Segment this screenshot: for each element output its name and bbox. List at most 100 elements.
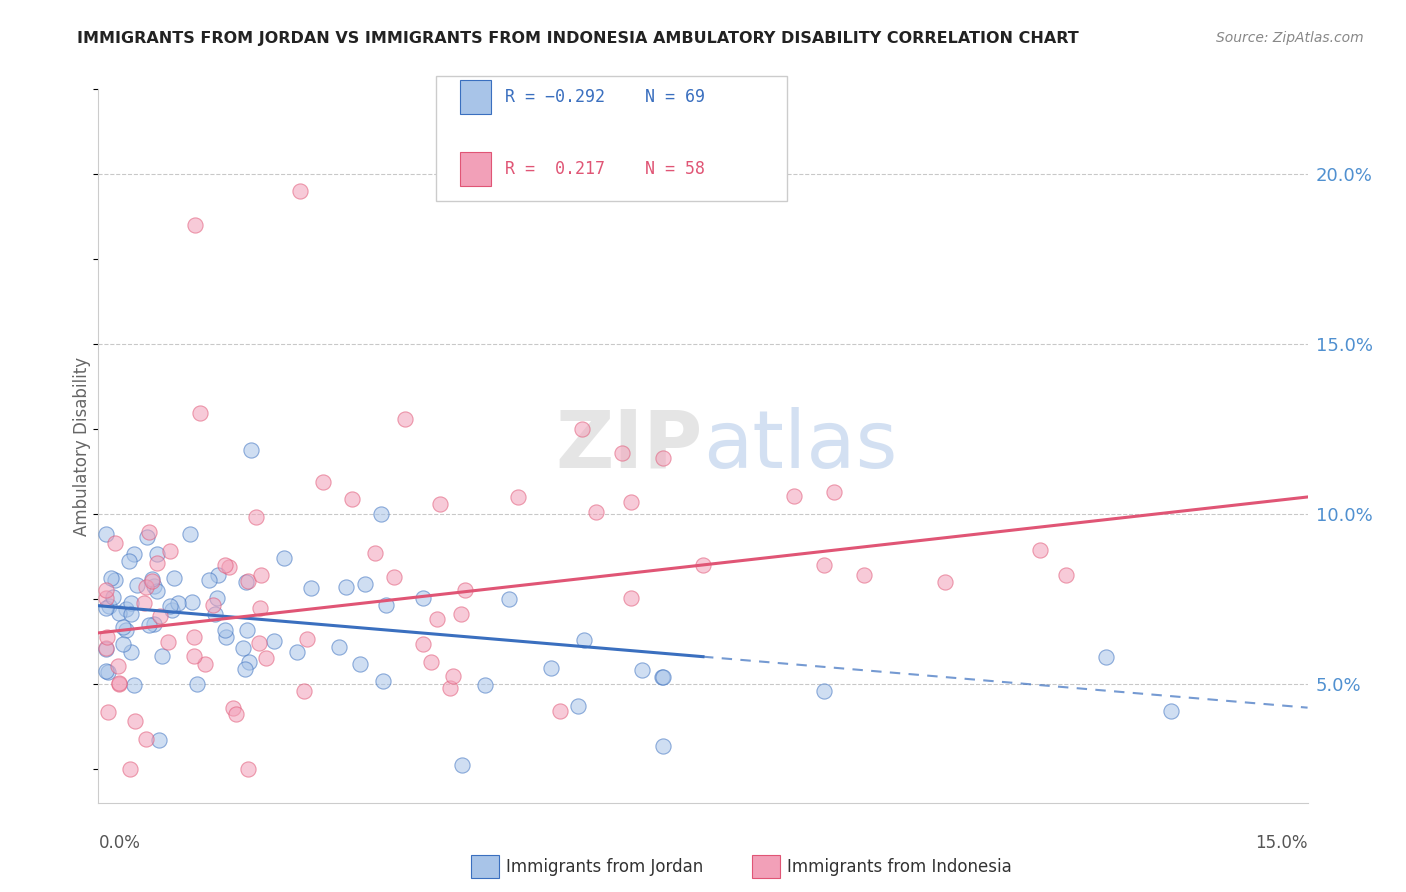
Point [215, 630, 238, 644]
Point [96, 583, 118, 598]
Point [188, 407, 211, 421]
Point [1095, 649, 1118, 664]
Point [295, 632, 318, 646]
Point [540, 661, 562, 675]
Point [122, 678, 145, 692]
Point [420, 655, 443, 669]
Point [96, 600, 118, 615]
Point [197, 573, 219, 587]
Point [149, 608, 172, 623]
Point [441, 669, 464, 683]
Point [103, 590, 125, 604]
Point [506, 490, 529, 504]
Point [612, 446, 634, 460]
Point [474, 678, 496, 692]
Text: 0.0%: 0.0% [98, 834, 141, 852]
Point [364, 546, 387, 560]
Point [567, 698, 589, 713]
Text: Immigrants from Indonesia: Immigrants from Indonesia [787, 858, 1012, 876]
Point [184, 218, 207, 232]
Point [238, 574, 260, 588]
Point [370, 507, 392, 521]
Point [548, 705, 571, 719]
Text: R = −0.292    N = 69: R = −0.292 N = 69 [505, 88, 704, 106]
Point [204, 607, 226, 621]
Point [111, 620, 134, 634]
Text: R =  0.217    N = 58: R = 0.217 N = 58 [505, 160, 704, 178]
Point [100, 571, 122, 585]
Point [143, 616, 166, 631]
Point [412, 637, 434, 651]
Point [328, 640, 350, 654]
Point [186, 677, 208, 691]
Point [207, 568, 229, 582]
Point [201, 598, 224, 612]
Point [453, 583, 475, 598]
Point [146, 548, 169, 562]
Point [651, 670, 673, 684]
Point [148, 732, 170, 747]
Point [652, 739, 675, 753]
Point [232, 640, 254, 655]
Point [585, 505, 607, 519]
Point [823, 485, 845, 500]
Point [651, 450, 673, 465]
Point [263, 634, 285, 648]
Point [96, 642, 118, 657]
Point [96, 591, 118, 606]
Point [273, 551, 295, 566]
Point [163, 571, 186, 585]
Point [426, 612, 449, 626]
Text: 15.0%: 15.0% [1256, 834, 1308, 852]
Text: IMMIGRANTS FROM JORDAN VS IMMIGRANTS FROM INDONESIA AMBULATORY DISABILITY CORREL: IMMIGRANTS FROM JORDAN VS IMMIGRANTS FRO… [77, 31, 1078, 46]
Point [120, 607, 142, 621]
Point [96, 630, 118, 644]
Point [312, 475, 335, 489]
Point [340, 492, 363, 507]
Point [107, 659, 129, 673]
Text: atlas: atlas [703, 407, 897, 485]
Point [240, 443, 263, 458]
Point [245, 510, 267, 524]
Point [249, 600, 271, 615]
Point [439, 681, 461, 695]
Point [394, 412, 416, 426]
Point [247, 636, 270, 650]
Point [651, 670, 673, 684]
Point [813, 558, 835, 572]
Point [97, 665, 120, 679]
Point [141, 572, 163, 586]
Point [335, 580, 357, 594]
Point [108, 676, 131, 690]
Point [135, 530, 157, 544]
Point [179, 527, 201, 541]
Point [183, 649, 205, 664]
Point [135, 731, 157, 746]
Point [384, 570, 406, 584]
Point [572, 632, 595, 647]
Point [104, 536, 127, 550]
Point [117, 554, 139, 568]
Point [157, 635, 180, 649]
Point [160, 603, 183, 617]
Point [450, 758, 472, 772]
Point [96, 527, 118, 541]
Point [181, 595, 204, 609]
Point [146, 584, 169, 599]
Point [104, 573, 127, 587]
Point [118, 762, 141, 776]
Point [194, 657, 217, 671]
Point [114, 623, 136, 637]
Point [371, 673, 394, 688]
Point [934, 574, 956, 589]
Point [166, 596, 188, 610]
Point [288, 184, 311, 198]
Point [97, 705, 120, 719]
Point [285, 644, 308, 658]
Point [108, 606, 131, 620]
Point [813, 683, 835, 698]
Point [150, 648, 173, 663]
Point [96, 664, 118, 678]
Point [114, 601, 136, 615]
Point [412, 591, 434, 606]
